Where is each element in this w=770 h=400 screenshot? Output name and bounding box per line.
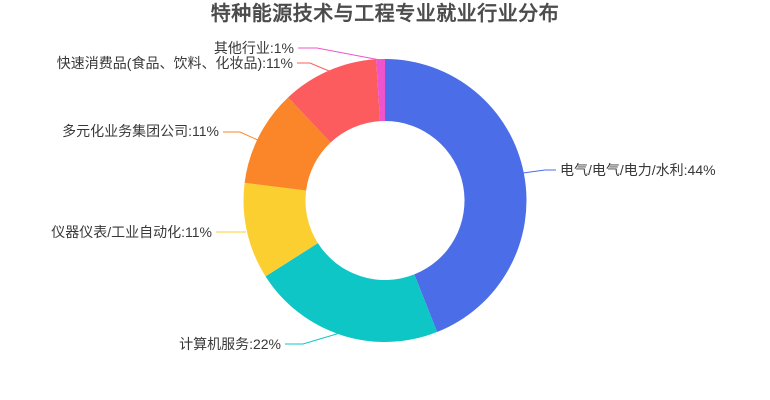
pie-slice-2[interactable]	[243, 182, 318, 277]
label-line-1	[285, 332, 341, 345]
slice-label-2: 仪器仪表/工业自动化:11%	[51, 224, 212, 240]
label-line-3	[223, 131, 261, 142]
chart-title: 特种能源技术与工程专业就业行业分布	[210, 3, 560, 25]
pie-slice-1[interactable]	[265, 243, 438, 342]
pie-slice-3[interactable]	[244, 97, 331, 191]
label-line-5	[298, 47, 381, 61]
pie-slice-0[interactable]	[385, 59, 527, 333]
slice-label-4: 快速消费品(食品、饮料、化妆品):11%	[57, 55, 293, 71]
slice-label-0: 电气/电气/电力/水利:44%	[560, 162, 716, 178]
slice-label-5: 其他行业:1%	[214, 40, 294, 56]
label-line-4	[297, 62, 330, 72]
pie-slice-5[interactable]	[376, 59, 385, 122]
pie-slice-4[interactable]	[288, 59, 381, 143]
slice-label-3: 多元化业务集团公司:11%	[62, 123, 219, 139]
slice-label-1: 计算机服务:22%	[179, 336, 281, 352]
label-line-0	[522, 169, 556, 174]
